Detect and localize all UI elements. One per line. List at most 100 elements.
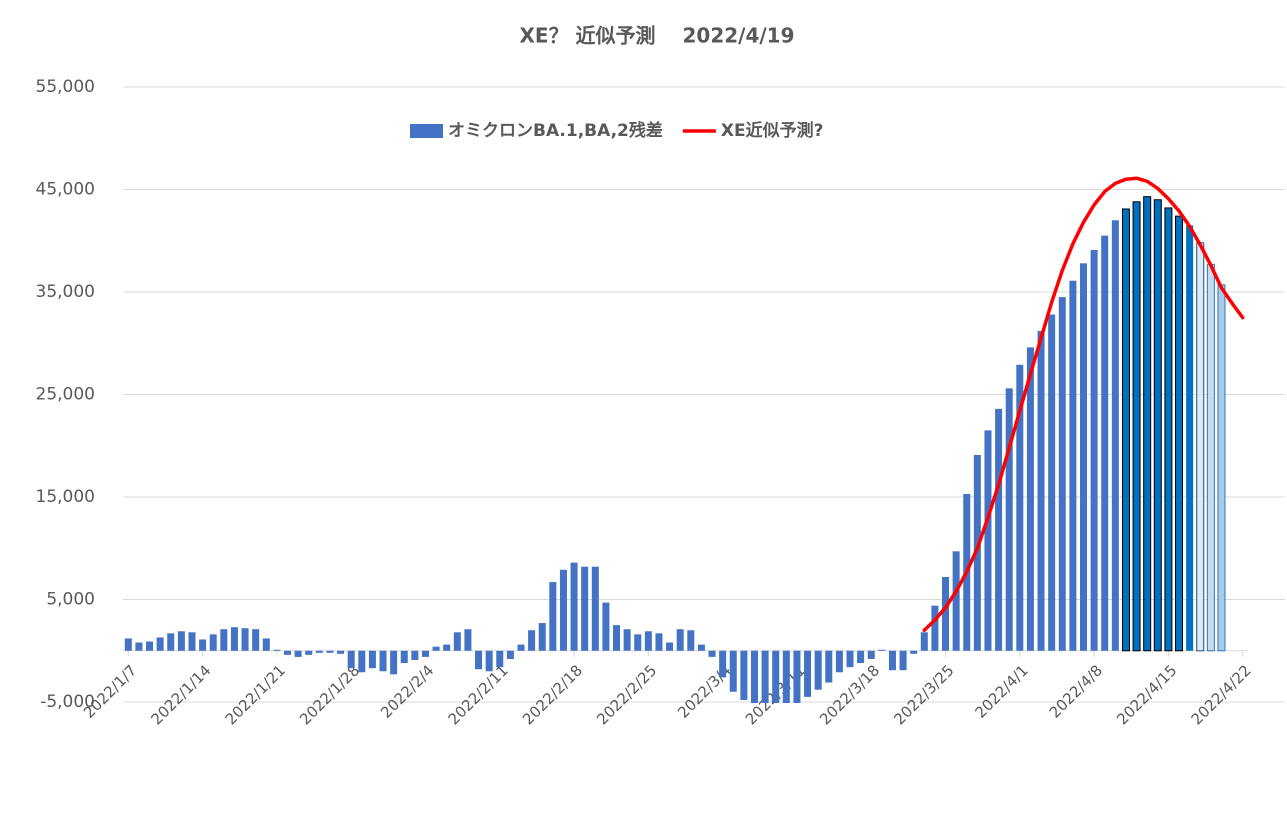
bar (1186, 225, 1194, 651)
bar (888, 650, 896, 671)
bar (453, 632, 461, 651)
bar (1016, 364, 1024, 651)
bar (634, 634, 642, 651)
bar (708, 650, 716, 657)
y-tick-label: 15,000 (36, 487, 95, 507)
bar (687, 630, 695, 651)
bar (1164, 207, 1173, 652)
bar (878, 649, 886, 651)
bar (358, 650, 366, 673)
bar (1121, 208, 1130, 652)
bar (241, 628, 249, 651)
bar (146, 641, 154, 651)
bar (230, 627, 238, 651)
legend-swatch (410, 124, 443, 138)
bar (867, 650, 875, 659)
bar (220, 629, 228, 651)
bar (262, 638, 270, 651)
bar (602, 602, 610, 651)
bar (740, 650, 748, 700)
bar (177, 631, 185, 651)
bar (920, 632, 928, 651)
bar (443, 644, 451, 651)
line (922, 176, 1245, 632)
bar (719, 650, 727, 678)
bar (995, 408, 1003, 651)
bar (835, 650, 843, 673)
bar (549, 582, 557, 651)
bar (1079, 263, 1087, 651)
bar (475, 650, 483, 670)
bar (273, 649, 281, 651)
bar (973, 454, 981, 651)
bar (538, 623, 546, 651)
bar (464, 629, 472, 651)
bar (772, 650, 780, 704)
bar (729, 650, 737, 692)
bar (984, 430, 992, 651)
bar (347, 650, 355, 669)
bar (188, 632, 196, 651)
bar (379, 650, 387, 672)
bar (337, 650, 345, 654)
bar (1090, 249, 1098, 651)
bar (570, 562, 578, 651)
bar (315, 650, 323, 653)
bar (1196, 242, 1205, 652)
bar (209, 634, 217, 651)
bar (284, 650, 292, 655)
bar (613, 625, 621, 651)
bar (952, 551, 960, 651)
bar (1206, 263, 1215, 652)
bar (857, 650, 865, 664)
bar (899, 650, 907, 671)
bar (581, 566, 589, 651)
bar (432, 646, 440, 651)
bar (1048, 314, 1056, 651)
bar (676, 629, 684, 651)
bar (1153, 199, 1162, 652)
bar (559, 569, 567, 651)
bar (761, 650, 769, 704)
bar (485, 650, 493, 672)
y-tick-label: 45,000 (36, 180, 95, 200)
bar (1058, 297, 1066, 651)
bar (294, 650, 302, 657)
bar (846, 650, 854, 668)
bar (1037, 330, 1045, 651)
bar (623, 629, 631, 651)
y-tick-label: 35,000 (36, 282, 95, 302)
legend-label: オミクロンBA.1,BA,2残差 (448, 120, 663, 141)
bar (793, 650, 801, 704)
bar (506, 650, 514, 659)
y-tick-label: -5,000 (40, 692, 95, 712)
bar (368, 650, 376, 669)
bar (942, 576, 950, 651)
bar (782, 650, 790, 704)
bar (1143, 196, 1152, 652)
bar (910, 650, 918, 654)
bar (411, 650, 419, 660)
bar (1026, 347, 1034, 651)
bar (1132, 201, 1141, 652)
legend-label: XE近似予測? (721, 120, 824, 141)
bar (400, 650, 408, 664)
bar (591, 566, 599, 651)
bar (390, 650, 398, 675)
bar (825, 650, 833, 683)
bar (804, 650, 812, 697)
bar (305, 650, 313, 655)
bar (496, 650, 504, 668)
bar (931, 605, 939, 651)
bar (1101, 235, 1109, 651)
bar (655, 633, 663, 651)
bar (326, 650, 334, 653)
bar (666, 642, 674, 651)
bar (528, 630, 536, 651)
bar (1175, 215, 1184, 652)
bar (1005, 388, 1013, 651)
bar (199, 639, 207, 651)
bar (697, 644, 705, 651)
bar (814, 650, 822, 690)
